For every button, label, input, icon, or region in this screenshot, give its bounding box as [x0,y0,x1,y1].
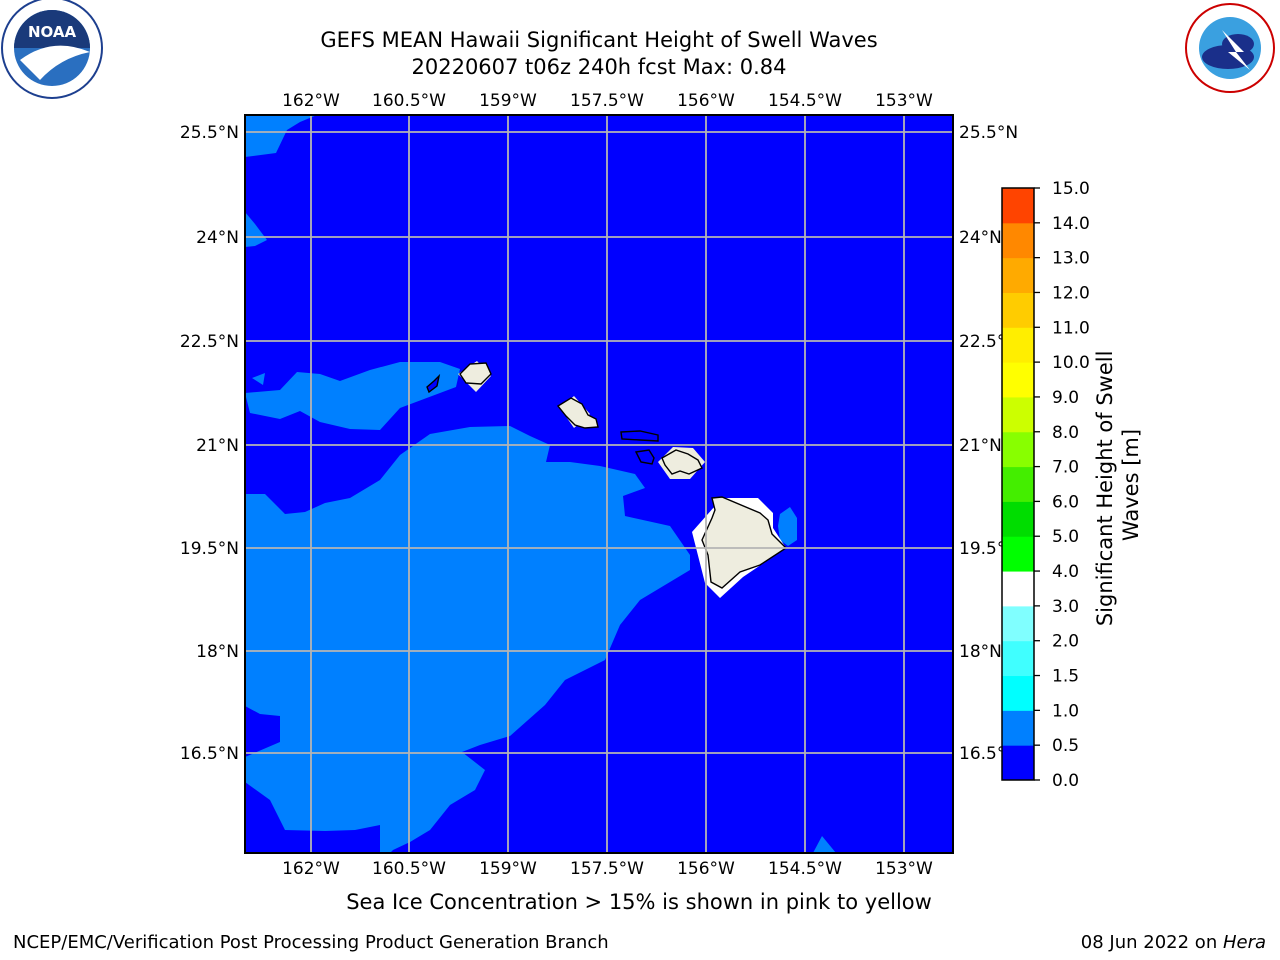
colorbar-segment [1002,710,1034,746]
colorbar-segment [1002,501,1034,537]
colorbar-segment [1002,188,1034,224]
colorbar-tick-label: 5.0 [1052,527,1079,547]
nws-logo [1185,3,1275,93]
colorbar-tick-label: 0.5 [1052,736,1079,756]
land-maui [661,449,703,475]
swell-contour-0.5m-south [813,836,836,853]
lon-label: 156°W [677,859,735,879]
swell-contour-0.5m [245,426,690,853]
lat-label: 19.5°N [180,539,239,559]
colorbar-tick-label: 12.0 [1052,283,1090,303]
colorbar-tick-label: 11.0 [1052,318,1090,338]
map-frame [244,114,954,854]
lon-labels-bottom: 162°W 160.5°W 159°W 157.5°W 156°W 154.5°… [282,859,933,879]
land-kauai [459,362,492,385]
colorbar-ticks: 0.0 0.5 1.0 1.5 2.0 3.0 4.0 5.0 6.0 7.0 8.0 9.0 10.0… [1034,179,1090,791]
lat-label: 25.5°N [959,123,1018,143]
colorbar-frame [1001,187,1035,781]
lon-label: 153°W [875,859,933,879]
colorbar: 0.0 0.5 1.0 1.5 2.0 3.0 4.0 5.0 6.0 7.0 8.0 9.0 10.0… [1001,179,1143,791]
map-gridlines [245,115,953,853]
colorbar-tick-label: 4.0 [1052,562,1079,582]
land-niihau [426,373,441,394]
swell-contour-0.5m-nw [245,115,317,157]
noaa-logo-text: NOAA [28,23,77,41]
colorbar-segment [1002,327,1034,363]
colorbar-segment [1002,571,1034,607]
lat-label: 24°N [196,228,239,248]
lat-label: 16.5°N [180,744,239,764]
sea-ice-caption: Sea Ice Concentration > 15% is shown in … [346,890,932,914]
colorbar-segment [1002,362,1034,398]
lat-labels-left: 25.5°N 24°N 22.5°N 21°N 19.5°N 18°N 16.5… [180,123,239,764]
land-big-island [701,496,788,589]
colorbar-tick-label: 10.0 [1052,353,1090,373]
swell-contour-0.5m-north [245,362,460,430]
colorbar-segment [1002,675,1034,711]
colorbar-tick-label: 2.0 [1052,632,1079,652]
swell-contour-0.5m-west [245,212,267,247]
colorbar-segment [1002,536,1034,572]
lon-label: 157.5°W [570,859,644,879]
colorbar-label: Significant Height of Swell Waves [m] [1093,344,1143,626]
lon-label: 160.5°W [372,91,446,111]
swell-contour-0.5m-east [778,507,797,546]
colorbar-tick-label: 3.0 [1052,597,1079,617]
lon-label: 159°W [479,91,537,111]
colorbar-segment [1002,292,1034,328]
colorbar-tick-label: 6.0 [1052,492,1079,512]
colorbar-segments [1002,188,1034,781]
footer-branch: NCEP/EMC/Verification Post Processing Pr… [13,932,609,953]
land-molokai [620,430,659,442]
lon-label: 160.5°W [372,859,446,879]
lon-labels-top: 162°W 160.5°W 159°W 157.5°W 156°W 154.5°… [282,91,933,111]
map-area [245,115,953,853]
lat-label: 18°N [959,642,1002,662]
colorbar-tick-label: 9.0 [1052,388,1079,408]
lon-label: 154.5°W [768,91,842,111]
lon-label: 156°W [677,91,735,111]
lat-label: 24°N [959,228,1002,248]
colorbar-segment [1002,431,1034,468]
land-oahu [556,397,599,429]
lon-label: 154.5°W [768,859,842,879]
swell-contour-0.5m-small [252,373,265,385]
lat-label: 21°N [196,436,239,456]
colorbar-segment [1002,396,1034,433]
colorbar-tick-label: 8.0 [1052,423,1079,443]
land-lanai [634,449,655,465]
lat-label: 25.5°N [180,123,239,143]
noaa-logo: NOAA [1,0,103,99]
colorbar-segment [1002,222,1034,259]
footer-host: Hera [1222,932,1266,953]
colorbar-segment [1002,745,1034,781]
footer-date-text: 08 Jun 2022 on [1080,932,1223,953]
lat-label: 18°N [196,642,239,662]
map-title: GEFS MEAN Hawaii Significant Height of S… [320,28,878,52]
lat-label: 22.5°N [180,332,239,352]
lon-label: 159°W [479,859,537,879]
colorbar-tick-label: 0.0 [1052,771,1079,791]
colorbar-segment [1002,257,1034,293]
colorbar-tick-label: 15.0 [1052,179,1090,199]
lat-label: 21°N [959,436,1002,456]
lon-label: 157.5°W [570,91,644,111]
lon-label: 153°W [875,91,933,111]
colorbar-segment [1002,605,1034,642]
map-subtitle: 20220607 t06z 240h fcst Max: 0.84 [411,55,787,79]
colorbar-tick-label: 14.0 [1052,214,1090,234]
lon-label: 162°W [282,859,340,879]
lon-label: 162°W [282,91,340,111]
colorbar-tick-label: 1.5 [1052,667,1079,687]
colorbar-segment [1002,466,1034,502]
colorbar-tick-label: 7.0 [1052,458,1079,478]
colorbar-tick-label: 13.0 [1052,249,1090,269]
colorbar-segment [1002,640,1034,677]
colorbar-tick-label: 1.0 [1052,701,1079,721]
footer-date: 08 Jun 2022 on Hera [1081,932,1266,953]
